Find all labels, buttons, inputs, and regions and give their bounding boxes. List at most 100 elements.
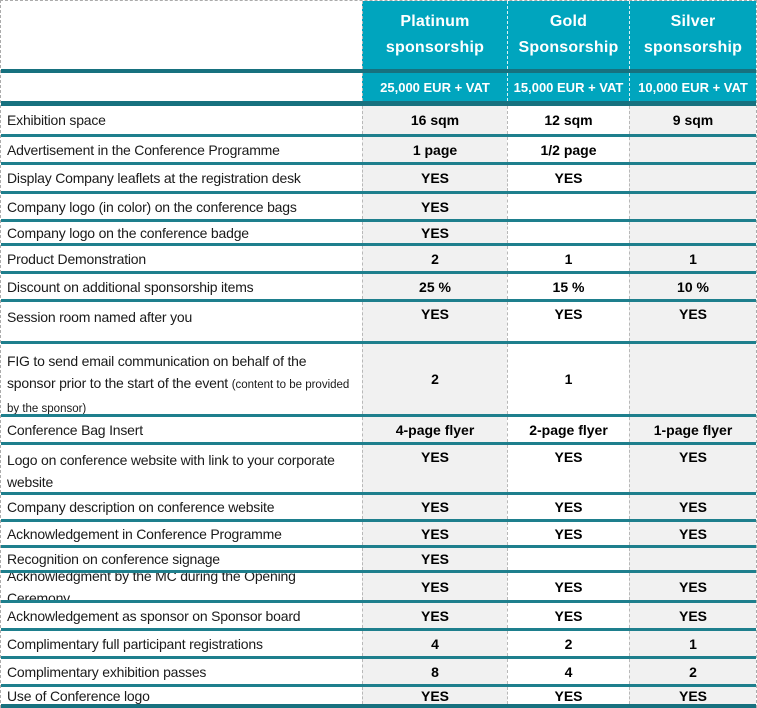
table-row-bag-insert: Conference Bag Insert 4-page flyer 2-pag… (1, 417, 756, 445)
row-label: Exhibition space (7, 112, 106, 128)
silver-value (629, 548, 756, 570)
platinum-value: YES (362, 495, 507, 519)
header-blank-cell (1, 1, 362, 69)
gold-value: YES (507, 302, 629, 341)
row-label: Conference Bag Insert (7, 421, 143, 438)
gold-value: YES (507, 445, 629, 492)
silver-value (629, 137, 756, 162)
row-label: Complimentary exhibition passes (7, 663, 207, 680)
table-row-logo-bags: Company logo (in color) on the conferenc… (1, 194, 756, 222)
platinum-value: YES (362, 222, 507, 243)
silver-value: 9 sqm (629, 106, 756, 134)
platinum-value: 1 page (362, 137, 507, 162)
table-row-signage: Recognition on conference signage YES (1, 548, 756, 573)
gold-value: 1/2 page (507, 137, 629, 162)
silver-value: 1-page flyer (629, 417, 756, 442)
table-row-conference-logo: Use of Conference logo YES YES YES (1, 687, 756, 708)
row-label: Use of Conference logo (7, 687, 150, 704)
gold-value: 4 (507, 659, 629, 684)
platinum-value: 4 (362, 631, 507, 656)
price-platinum: 25,000 EUR + VAT (362, 73, 507, 101)
platinum-value: YES (362, 165, 507, 191)
silver-value: 1 (629, 246, 756, 271)
price-silver: 10,000 EUR + VAT (629, 73, 756, 101)
platinum-value: YES (362, 603, 507, 628)
table-row-registrations: Complimentary full participant registrat… (1, 631, 756, 659)
price-row: 25,000 EUR + VAT 15,000 EUR + VAT 10,000… (1, 73, 756, 106)
table-row-company-description: Company description on conference websit… (1, 495, 756, 522)
price-blank-cell (1, 73, 362, 101)
row-label: Company description on conference websit… (7, 499, 275, 515)
column-header-gold: Gold Sponsorship (507, 1, 629, 69)
silver-value: YES (629, 495, 756, 519)
row-label: Product Demonstration (7, 250, 146, 267)
silver-value: 1 (629, 631, 756, 656)
platinum-value: 4-page flyer (362, 417, 507, 442)
table-row-exhibition-passes: Complimentary exhibition passes 8 4 2 (1, 659, 756, 687)
table-row-session-room: Session room named after you YES YES YES (1, 302, 756, 344)
silver-value: YES (629, 522, 756, 545)
platinum-value: 2 (362, 344, 507, 414)
table-row-logo-badge: Company logo on the conference badge YES (1, 222, 756, 246)
row-label: FIG to send email communication on behal… (1, 344, 362, 414)
row-label: Advertisement in the Conference Programm… (7, 141, 280, 158)
table-row-ack-programme: Acknowledgement in Conference Programme … (1, 522, 756, 548)
price-gold: 15,000 EUR + VAT (507, 73, 629, 101)
silver-value: YES (629, 302, 756, 341)
gold-value: YES (507, 603, 629, 628)
row-label: Company logo (in color) on the conferenc… (7, 198, 297, 215)
platinum-value: YES (362, 573, 507, 600)
table-row-ack-mc: Acknowledgment by the MC during the Open… (1, 573, 756, 603)
platinum-value: 25 % (362, 274, 507, 299)
row-label: Acknowledgement in Conference Programme (7, 525, 282, 542)
gold-value: YES (507, 495, 629, 519)
row-label: Complimentary full participant registrat… (7, 635, 263, 652)
platinum-value: YES (362, 445, 507, 492)
gold-value: 1 (507, 246, 629, 271)
gold-value: 12 sqm (507, 106, 629, 134)
platinum-value: 16 sqm (362, 106, 507, 134)
silver-value: YES (629, 687, 756, 704)
platinum-value: YES (362, 302, 507, 341)
gold-title-line1: Gold (549, 13, 588, 30)
gold-value: 15 % (507, 274, 629, 299)
gold-value: YES (507, 687, 629, 704)
row-label: Display Company leaflets at the registra… (7, 170, 301, 186)
row-label: Logo on conference website with link to … (7, 452, 335, 490)
table-row-product-demo: Product Demonstration 2 1 1 (1, 246, 756, 274)
gold-value: YES (507, 165, 629, 191)
gold-value (507, 222, 629, 243)
row-label-main: FIG to send email communication on behal… (7, 353, 307, 391)
table-row-leaflets: Display Company leaflets at the registra… (1, 165, 756, 194)
gold-value: 1 (507, 344, 629, 414)
silver-value: 2 (629, 659, 756, 684)
gold-value: 2 (507, 631, 629, 656)
header-row: Platinum sponsorship Gold Sponsorship Si… (1, 1, 756, 73)
silver-value (629, 165, 756, 191)
table-row-advertisement: Advertisement in the Conference Programm… (1, 137, 756, 165)
platinum-value: YES (362, 194, 507, 219)
row-label: Discount on additional sponsorship items (7, 278, 254, 295)
gold-value: YES (507, 522, 629, 545)
platinum-value: YES (362, 687, 507, 704)
silver-value (629, 344, 756, 414)
gold-value: 2-page flyer (507, 417, 629, 442)
platinum-value: 2 (362, 246, 507, 271)
table-row-exhibition-space: Exhibition space 16 sqm 12 sqm 9 sqm (1, 106, 756, 137)
silver-title-line1: Silver (670, 13, 716, 30)
silver-value: 10 % (629, 274, 756, 299)
silver-value (629, 194, 756, 219)
table-row-logo-website: Logo on conference website with link to … (1, 445, 756, 495)
platinum-value: YES (362, 548, 507, 570)
silver-value: YES (629, 445, 756, 492)
silver-value (629, 222, 756, 243)
row-label: Acknowledgement as sponsor on Sponsor bo… (7, 607, 301, 624)
column-header-platinum: Platinum sponsorship (362, 1, 507, 69)
row-label: Company logo on the conference badge (7, 224, 249, 241)
silver-value: YES (629, 603, 756, 628)
platinum-value: 8 (362, 659, 507, 684)
gold-title-line2: Sponsorship (518, 39, 619, 56)
silver-title-line2: sponsorship (643, 39, 743, 56)
row-label: Session room named after you (7, 309, 193, 325)
